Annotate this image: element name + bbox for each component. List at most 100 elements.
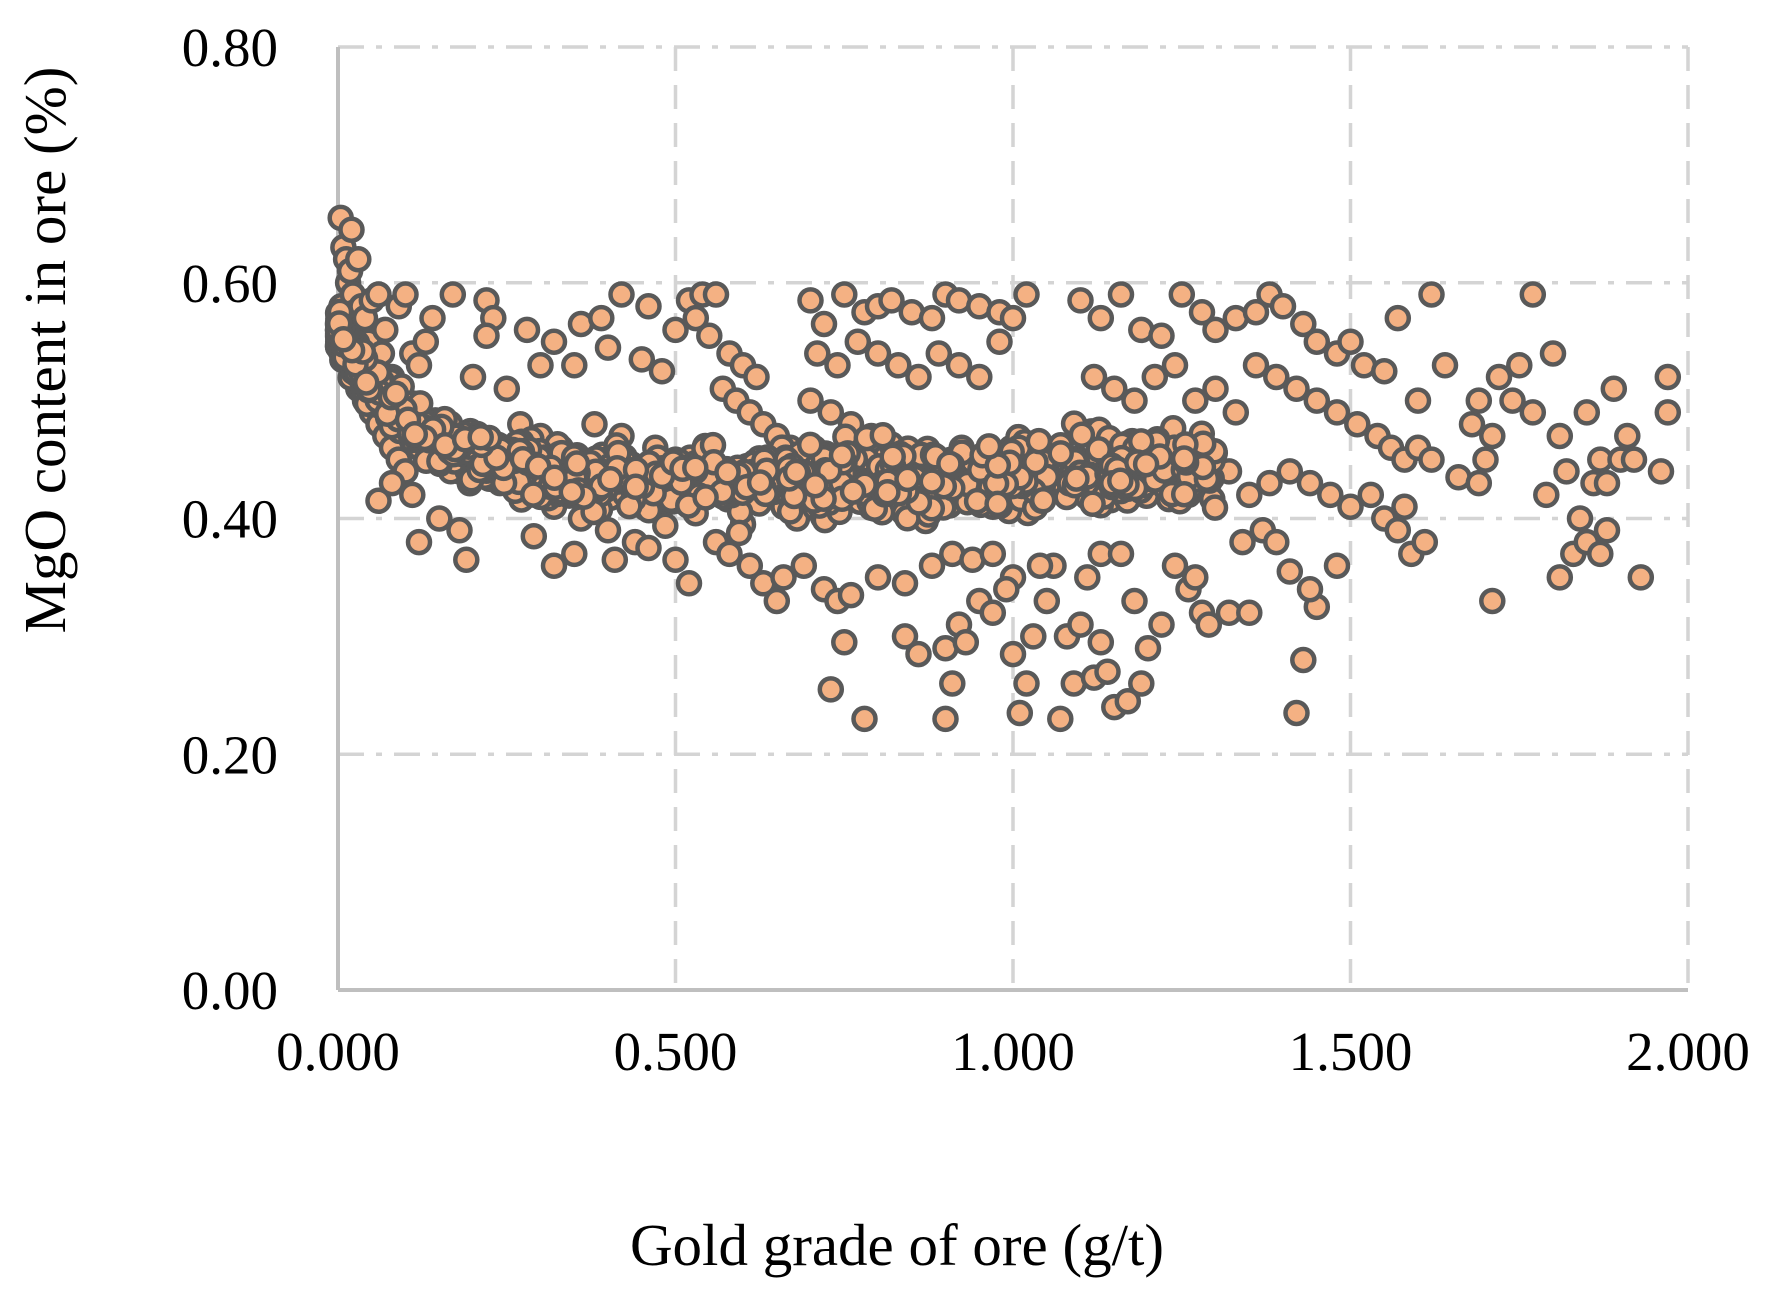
- data-point: [378, 469, 406, 497]
- data-point: [1256, 469, 1283, 497]
- data-point: [828, 442, 856, 469]
- data-point: [541, 464, 568, 491]
- data-point: [1132, 450, 1160, 478]
- data-point: [810, 310, 838, 338]
- data-point: [1506, 352, 1533, 379]
- data-point: [952, 629, 980, 656]
- data-point: [891, 623, 919, 650]
- data-point: [1188, 298, 1216, 326]
- data-point: [851, 705, 878, 733]
- data-point: [1161, 352, 1189, 379]
- data-point: [382, 380, 410, 407]
- data-point: [1182, 387, 1209, 414]
- data-point: [459, 363, 487, 391]
- data-point: [966, 363, 993, 391]
- data-point: [1431, 352, 1459, 379]
- data-point: [419, 304, 446, 332]
- data-point: [1263, 363, 1290, 391]
- data-point: [1020, 623, 1047, 650]
- data-point: [1236, 481, 1263, 509]
- x-tick-label: 2.000: [1626, 1021, 1750, 1082]
- data-point: [581, 410, 608, 438]
- data-point: [682, 304, 710, 332]
- data-point: [1074, 564, 1101, 591]
- data-point: [682, 454, 709, 481]
- y-axis-title: MgO content in ore (%): [12, 67, 78, 634]
- data-point: [1600, 375, 1628, 403]
- data-point: [467, 424, 494, 451]
- data-point: [1079, 490, 1106, 518]
- data-point: [885, 352, 912, 379]
- data-point: [628, 346, 656, 373]
- data-point: [864, 340, 892, 367]
- data-point: [662, 316, 689, 344]
- data-point: [1479, 587, 1506, 615]
- data-point: [716, 540, 743, 568]
- y-tick-label: 0.40: [182, 489, 278, 550]
- data-point: [675, 570, 703, 597]
- data-point: [1026, 552, 1054, 579]
- data-point: [1087, 629, 1115, 656]
- data-point: [879, 443, 906, 470]
- data-point: [473, 322, 500, 350]
- data-point: [352, 369, 380, 396]
- data-point: [1296, 469, 1324, 497]
- data-point: [1182, 564, 1209, 591]
- data-point: [1654, 363, 1682, 391]
- data-point: [894, 465, 921, 493]
- data-point: [932, 705, 959, 733]
- data-point: [1283, 375, 1310, 403]
- data-point: [1033, 587, 1061, 615]
- data-point: [763, 587, 791, 615]
- data-point: [1047, 440, 1074, 467]
- data-point: [1202, 375, 1229, 403]
- data-point: [918, 468, 946, 495]
- data-point: [1654, 399, 1682, 426]
- data-point: [1465, 387, 1493, 414]
- x-tick-label: 0.500: [614, 1021, 738, 1082]
- data-point: [1263, 528, 1290, 556]
- data-point: [801, 471, 829, 499]
- data-point: [1391, 493, 1418, 520]
- data-point: [1587, 540, 1614, 568]
- data-point: [1107, 540, 1135, 568]
- data-point: [1404, 387, 1432, 414]
- data-point: [746, 469, 774, 496]
- data-point: [1627, 564, 1655, 591]
- data-point: [1573, 399, 1601, 426]
- data-point: [796, 431, 824, 459]
- data-point: [1025, 427, 1053, 455]
- data-point: [1614, 422, 1641, 450]
- data-point: [453, 546, 480, 574]
- data-point: [1546, 564, 1574, 591]
- data-point: [1418, 446, 1445, 473]
- data-point: [1485, 363, 1513, 391]
- data-point: [945, 352, 973, 379]
- data-point: [1337, 328, 1364, 355]
- data-point: [1087, 304, 1115, 332]
- data-point: [405, 352, 433, 379]
- data-point: [365, 487, 392, 515]
- data-point: [725, 519, 753, 547]
- data-point: [878, 287, 905, 314]
- data-point: [405, 528, 433, 556]
- data-point: [561, 540, 588, 568]
- data-point: [513, 316, 541, 344]
- data-point: [338, 216, 365, 243]
- data-point: [493, 375, 521, 403]
- data-point: [1134, 634, 1162, 662]
- data-point: [1013, 670, 1040, 697]
- data-point: [1063, 465, 1090, 492]
- data-point: [1384, 304, 1412, 332]
- data-point: [999, 640, 1027, 668]
- data-point: [1006, 699, 1034, 727]
- data-point: [635, 534, 662, 562]
- data-point: [831, 281, 858, 308]
- data-point: [936, 450, 963, 477]
- data-point: [824, 352, 851, 379]
- data-point: [1317, 481, 1344, 509]
- data-point: [561, 352, 588, 379]
- data-point: [975, 433, 1003, 460]
- data-point: [1121, 587, 1148, 615]
